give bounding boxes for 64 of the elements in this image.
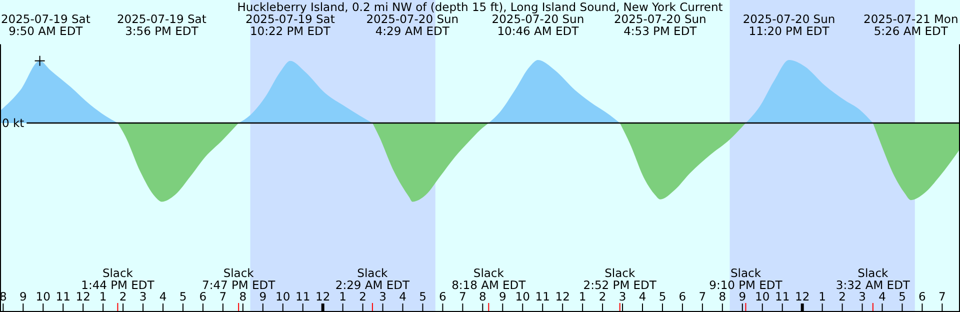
x-tick-label: 11 xyxy=(775,290,790,304)
annotation: Slack 3:32 AM EDT xyxy=(836,266,911,292)
chart-title: Huckleberry Island, 0.2 mi NW of (depth 15 ft), Long Island Sound, New York Current xyxy=(237,0,724,14)
text: 2025-07-20 Sun 4:53 PM EDT xyxy=(614,12,706,38)
annotation: Slack 9:10 PM EDT xyxy=(709,266,784,292)
x-tick-label: 3 xyxy=(379,290,386,304)
x-tick-label: 8 xyxy=(239,290,247,304)
x-tick-label: 7 xyxy=(698,290,706,304)
x-tick-label: 2 xyxy=(838,290,846,304)
x-tick-label: 1 xyxy=(339,290,346,304)
x-tick-label: 5 xyxy=(898,290,906,304)
x-tick-label: 9 xyxy=(259,290,267,304)
x-tick-label: 4 xyxy=(878,290,886,304)
text: 2025-07-19 Sat 9:50 AM EDT xyxy=(1,12,91,38)
x-tick-label: 2 xyxy=(119,290,127,304)
annotation: Slack 2:29 AM EDT xyxy=(335,266,410,292)
x-tick-label: 12 xyxy=(316,290,330,304)
x-tick-label: 4 xyxy=(159,290,167,304)
annotation: Slack 2:52 PM EDT xyxy=(583,266,658,292)
x-tick-label: 8 xyxy=(718,290,726,304)
x-tick-label: 9 xyxy=(498,290,506,304)
x-tick-label: 12 xyxy=(795,290,810,304)
x-tick-label: 3 xyxy=(139,290,147,304)
x-tick-label: 12 xyxy=(76,290,90,304)
annotation: Slack 7:47 PM EDT xyxy=(202,266,276,292)
text: 2025-07-19 Sat 3:56 PM EDT xyxy=(116,12,207,38)
text: 2025-07-20 Sun 4:29 AM EDT xyxy=(366,12,459,38)
x-tick-label: 11 xyxy=(296,290,310,304)
x-tick-label: 1 xyxy=(818,290,826,304)
x-tick-label: 1 xyxy=(578,290,586,304)
x-tick-label: 10 xyxy=(515,290,530,304)
x-tick-label: 2 xyxy=(359,290,366,304)
x-tick-label: 10 xyxy=(276,290,290,304)
x-tick-label: 7 xyxy=(459,290,466,304)
x-tick-label: 1 xyxy=(99,290,107,304)
x-tick-label: 12 xyxy=(555,290,570,304)
x-tick-label: 6 xyxy=(918,290,926,304)
x-tick-label: 3 xyxy=(858,290,866,304)
x-tick-label: 6 xyxy=(678,290,686,304)
x-tick-label: 5 xyxy=(658,290,666,304)
ref-line-label: 0 kt xyxy=(2,116,25,130)
x-tick-label: 9 xyxy=(738,290,746,304)
text: 2025-07-20 Sun 11:20 PM EDT xyxy=(742,12,836,38)
text: 2025-07-19 Sat 10:22 PM EDT xyxy=(246,12,336,38)
x-tick-label: 4 xyxy=(638,290,646,304)
text: 2025-07-21 Mon 5:26 AM EDT xyxy=(864,12,958,38)
x-tick-label: 10 xyxy=(36,290,50,304)
text: 2025-07-20 Sun 10:46 AM EDT xyxy=(492,12,584,38)
x-tick-label: 4 xyxy=(399,290,406,304)
x-tick-label: 9 xyxy=(19,290,27,304)
annotation: Slack 1:44 PM EDT xyxy=(81,266,156,292)
x-tick-label: 7 xyxy=(938,290,946,304)
x-tick-label: 2 xyxy=(598,290,606,304)
x-tick-label: 5 xyxy=(179,290,187,304)
annotation: Slack 8:18 AM EDT xyxy=(452,266,527,292)
x-tick-label: 5 xyxy=(419,290,426,304)
x-tick-label: 8 xyxy=(479,290,486,304)
x-tick-label: 11 xyxy=(56,290,70,304)
x-tick-label: 6 xyxy=(199,290,207,304)
x-tick-label: 11 xyxy=(535,290,550,304)
x-tick-label: 3 xyxy=(618,290,626,304)
x-tick-label: 10 xyxy=(755,290,770,304)
x-tick-label: 7 xyxy=(219,290,227,304)
x-tick-label: 6 xyxy=(439,290,446,304)
